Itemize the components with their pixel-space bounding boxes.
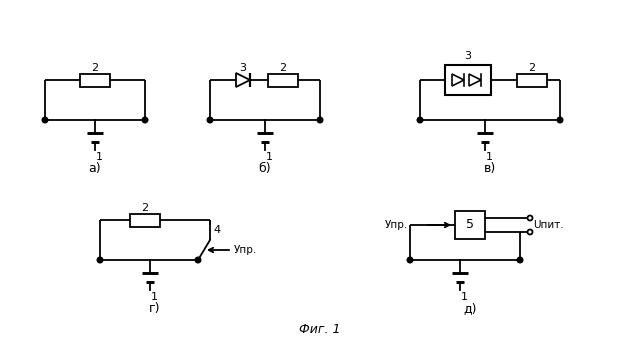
Bar [455,211,485,239]
Text: 5: 5 [466,218,474,231]
Circle shape [517,257,523,263]
Text: 2: 2 [141,203,148,213]
Circle shape [527,216,532,220]
Text: Упр.: Упр. [234,245,257,255]
Text: 3: 3 [239,63,246,73]
Text: Uпит.: Uпит. [533,220,564,230]
Text: 1: 1 [150,292,157,302]
Text: а): а) [89,162,101,175]
Text: в): в) [484,162,496,175]
Circle shape [557,117,563,123]
Bar [517,74,547,86]
Text: д): д) [463,302,477,315]
Text: 2: 2 [529,63,536,73]
Text: 1: 1 [95,152,102,162]
Polygon shape [469,74,481,86]
Bar [80,74,110,86]
Text: г): г) [149,302,161,315]
Bar [130,214,160,226]
Text: 2: 2 [280,63,287,73]
Circle shape [527,230,532,235]
Text: 4: 4 [213,225,220,235]
Circle shape [207,117,212,123]
Text: 1: 1 [461,292,467,302]
Text: 1: 1 [486,152,493,162]
Circle shape [142,117,148,123]
Circle shape [407,257,413,263]
Text: б): б) [259,162,271,175]
Text: Фиг. 1: Фиг. 1 [300,323,340,336]
Text: 3: 3 [465,51,472,61]
Bar [268,74,298,86]
Bar [445,65,491,95]
Polygon shape [452,74,464,86]
Circle shape [97,257,103,263]
Circle shape [195,257,201,263]
Text: Упр.: Упр. [385,220,408,230]
Circle shape [317,117,323,123]
Polygon shape [236,73,250,87]
Circle shape [417,117,423,123]
Circle shape [42,117,48,123]
Text: 2: 2 [92,63,99,73]
Text: 1: 1 [266,152,273,162]
